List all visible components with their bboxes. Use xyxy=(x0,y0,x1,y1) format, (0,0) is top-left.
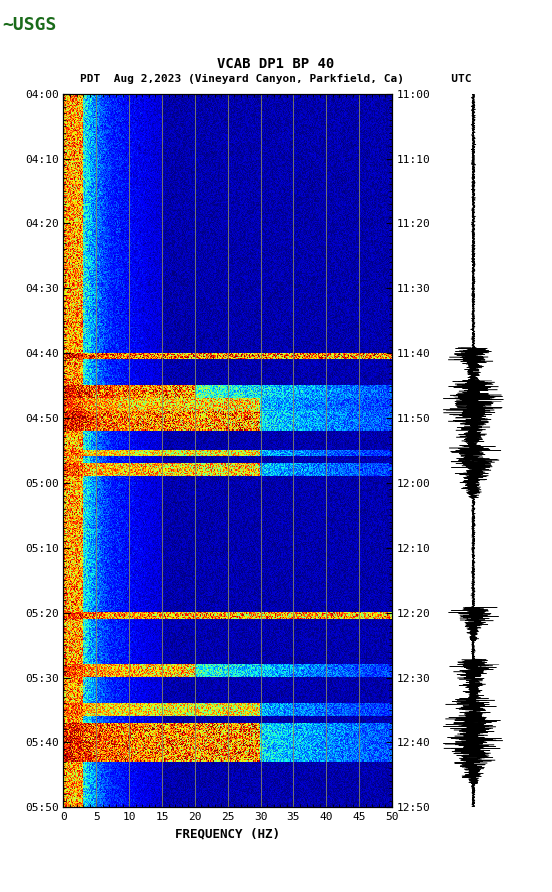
Text: VCAB DP1 BP 40: VCAB DP1 BP 40 xyxy=(217,57,335,71)
Text: PDT  Aug 2,2023 (Vineyard Canyon, Parkfield, Ca)       UTC: PDT Aug 2,2023 (Vineyard Canyon, Parkfie… xyxy=(80,73,472,84)
Text: ~USGS: ~USGS xyxy=(2,16,56,34)
X-axis label: FREQUENCY (HZ): FREQUENCY (HZ) xyxy=(175,828,280,840)
